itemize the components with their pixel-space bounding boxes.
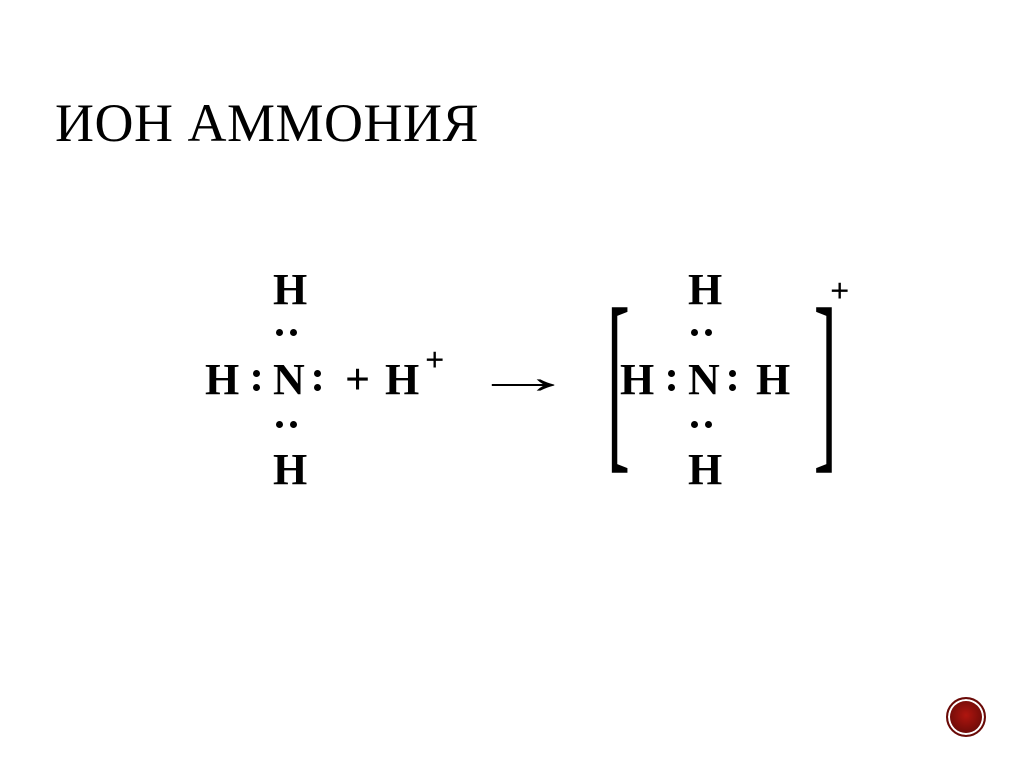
product-h-bot: H (688, 448, 722, 492)
reactant-n: N (273, 358, 305, 402)
reactant-h-left: H (205, 358, 239, 402)
proton-h: H (385, 358, 419, 402)
bracket-right: ] (814, 280, 837, 480)
dots-right-product (728, 370, 738, 394)
dots-left-product (667, 370, 677, 394)
lewis-diagram: N H H H + H + → [ ] + N H H H H (0, 230, 1024, 550)
product-n: N (688, 358, 720, 402)
reactant-h-top: H (273, 268, 307, 312)
product-h-left: H (620, 358, 654, 402)
dots-bot-reactant (276, 420, 300, 430)
product-h-top: H (688, 268, 722, 312)
page-title: ИОН АММОНИЯ (55, 92, 479, 154)
product-h-right: H (756, 358, 790, 402)
dots-top-reactant (276, 328, 300, 338)
slide-corner-icon (946, 697, 986, 737)
dots-top-product (691, 328, 715, 338)
dots-bot-product (691, 420, 715, 430)
proton-plus: + (425, 344, 444, 378)
dots-right-reactant (313, 370, 323, 394)
reaction-arrow: → (470, 354, 576, 402)
op-plus: + (345, 358, 370, 402)
reactant-h-bot: H (273, 448, 307, 492)
product-charge: + (830, 275, 849, 309)
dots-left-reactant (252, 370, 262, 394)
